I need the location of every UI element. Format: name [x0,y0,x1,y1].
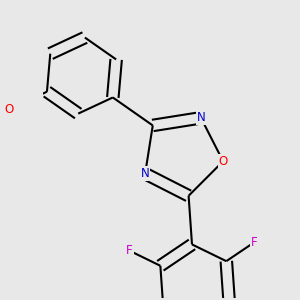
Text: N: N [196,111,205,124]
Text: O: O [218,155,228,168]
Text: F: F [126,244,133,257]
Text: O: O [5,103,14,116]
Text: N: N [141,167,149,180]
Text: F: F [251,236,258,249]
